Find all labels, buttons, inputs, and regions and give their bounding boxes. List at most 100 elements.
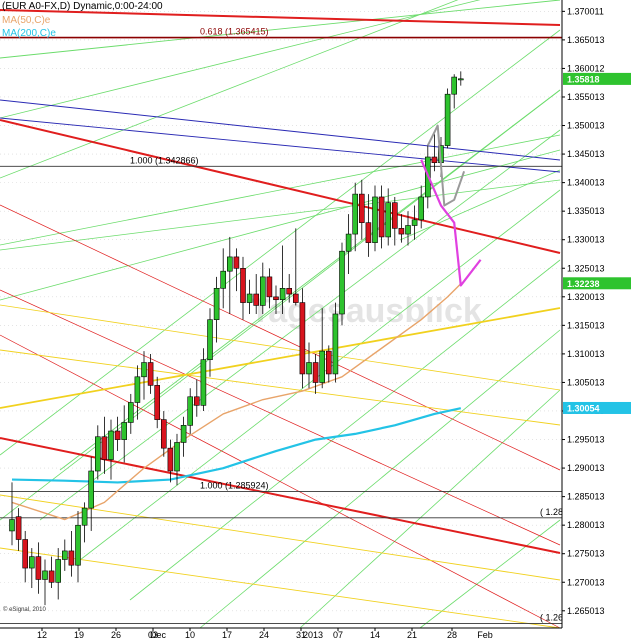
ma50-legend: MA(50,C)e bbox=[2, 15, 51, 26]
candle-body bbox=[233, 256, 240, 269]
y-tick-label: 1.320013 bbox=[567, 292, 605, 302]
candle-body bbox=[431, 156, 438, 164]
y-tick-label: 1.295013 bbox=[567, 435, 605, 445]
candle-body bbox=[95, 436, 101, 472]
candle-body bbox=[286, 288, 293, 295]
candle-body bbox=[200, 359, 207, 406]
candle-body bbox=[55, 559, 62, 583]
x-axis-panel bbox=[0, 628, 632, 640]
x-tick-label: 28 bbox=[447, 630, 457, 640]
candle-body bbox=[253, 293, 259, 306]
candle-body bbox=[174, 442, 180, 472]
candle-body bbox=[61, 550, 68, 560]
moving-averages-layer bbox=[11, 283, 462, 521]
candle-body bbox=[108, 430, 114, 460]
grid-layer bbox=[0, 11, 562, 612]
y-tick-label: 1.330013 bbox=[567, 235, 605, 245]
trendline bbox=[0, 0, 481, 119]
candle-body bbox=[279, 288, 286, 301]
x-tick-label: 14 bbox=[370, 630, 380, 640]
candle-body bbox=[141, 362, 147, 378]
candle-body bbox=[81, 507, 88, 526]
candle-body bbox=[101, 436, 108, 460]
x-tick-label: 31 bbox=[296, 630, 306, 640]
x-tick-label: 24 bbox=[259, 630, 269, 640]
trendline bbox=[0, 437, 561, 554]
trendline bbox=[0, 179, 561, 251]
trendline bbox=[0, 9, 561, 26]
level-label: 0.618 (1.365415) bbox=[200, 27, 269, 37]
y-axis-panel bbox=[562, 0, 632, 640]
candle-body bbox=[451, 76, 458, 95]
y-tick-label: 1.370011 bbox=[567, 6, 604, 16]
trendline bbox=[419, 519, 561, 629]
candle-body bbox=[48, 570, 55, 583]
trendline bbox=[0, 349, 561, 426]
trendline bbox=[129, 259, 561, 601]
y-tick-label: 1.270013 bbox=[567, 577, 605, 587]
candle-body bbox=[180, 425, 187, 443]
x-month-label: Dec bbox=[150, 630, 167, 640]
y-tick-label: 1.315013 bbox=[567, 320, 605, 330]
trendline bbox=[299, 389, 561, 629]
x-month-label: Feb bbox=[477, 630, 493, 640]
candle-body bbox=[134, 376, 141, 403]
x-tick-label: 17 bbox=[222, 630, 232, 640]
trendline bbox=[199, 329, 561, 629]
y-tick-label: 1.325013 bbox=[567, 263, 605, 273]
y-tick-label: 1.345013 bbox=[567, 149, 605, 159]
trendline bbox=[0, 0, 561, 59]
forecast-layer bbox=[420, 124, 482, 287]
esignal-credit: © eSignal, 2010 bbox=[3, 607, 46, 613]
candle-body bbox=[266, 276, 273, 298]
candle-body bbox=[240, 268, 246, 303]
candle-body bbox=[418, 196, 425, 221]
level-label: 1.000 (1.342866) bbox=[130, 155, 199, 165]
y-tick-label: 1.265013 bbox=[567, 606, 605, 616]
y-tick-label: 1.355013 bbox=[567, 92, 605, 102]
candle-body bbox=[194, 396, 200, 406]
y-tick-label: 1.335013 bbox=[567, 206, 605, 216]
x-tick-label: 07 bbox=[333, 630, 343, 640]
trendlines-layer bbox=[0, 0, 561, 629]
ma200-legend: MA(200,C)e bbox=[2, 28, 56, 39]
candle-body bbox=[246, 293, 253, 303]
y-tick-label: 1.350013 bbox=[567, 121, 605, 131]
candle-body bbox=[391, 202, 398, 229]
candle-body bbox=[220, 270, 226, 289]
trendline bbox=[0, 134, 561, 246]
price-label-box bbox=[563, 277, 631, 290]
price-label: 1.30054 bbox=[567, 403, 600, 413]
price-label: 1.35818 bbox=[567, 74, 600, 84]
candle-body bbox=[385, 202, 392, 238]
chart-title: (EUR A0-FX,D) Dynamic,0:00-24:00 bbox=[2, 1, 163, 12]
trendline bbox=[0, 307, 561, 409]
y-tick-label: 1.290013 bbox=[567, 463, 605, 473]
trendline bbox=[0, 99, 561, 161]
forecast-grey-path bbox=[426, 124, 466, 207]
candle-body bbox=[398, 228, 405, 235]
candles-layer bbox=[9, 71, 464, 606]
price-label: 1.32238 bbox=[567, 279, 600, 289]
trendline bbox=[0, 494, 561, 581]
candle-body bbox=[378, 196, 385, 238]
candle-body bbox=[227, 256, 233, 272]
candle-body bbox=[187, 396, 193, 426]
trendline bbox=[0, 204, 561, 471]
trendline bbox=[0, 89, 561, 521]
candle-body bbox=[444, 93, 451, 146]
candle-body bbox=[372, 196, 378, 243]
price-label-box bbox=[563, 401, 631, 414]
candle-body bbox=[319, 350, 326, 383]
candle-body bbox=[457, 78, 464, 81]
candle-body bbox=[15, 516, 22, 540]
trendline bbox=[0, 149, 561, 301]
trendline bbox=[0, 117, 561, 173]
trendline bbox=[0, 334, 561, 629]
candle-body bbox=[28, 556, 35, 569]
trendline bbox=[0, 547, 561, 629]
x-tick-label: 19 bbox=[74, 630, 84, 640]
candle-body bbox=[88, 470, 94, 509]
y-tick-label: 1.365013 bbox=[567, 35, 605, 45]
candle-body bbox=[339, 250, 345, 315]
